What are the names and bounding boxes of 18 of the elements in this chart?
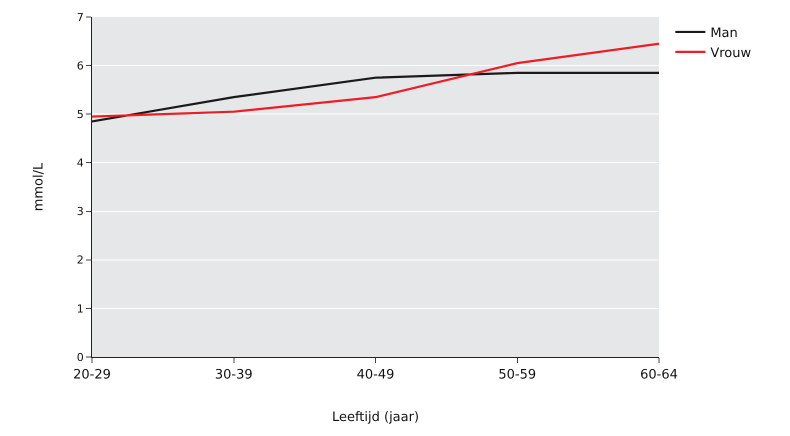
y-tick-label: 6 [76,59,84,72]
x-tick-label: 50-59 [498,368,536,383]
y-tick-label: 3 [76,205,84,218]
x-axis-title: Leeftijd (jaar) [332,410,420,426]
x-tick-label: 30-39 [214,368,253,383]
legend-label: Vrouw [710,46,752,61]
line-series [92,42,659,118]
y-tick-label: 5 [76,108,84,121]
x-tick-label: 20-29 [73,368,111,383]
y-axis-title: mmol/L [32,162,47,212]
x-tick-label: 40-49 [356,368,394,383]
y-tick-label: 7 [76,10,84,24]
legend-label: Man [710,26,738,42]
y-tick-label: 1 [76,302,84,316]
x-tick-label: 60-64 [640,368,678,383]
y-tick-label: 2 [76,254,84,267]
y-tick-label: 0 [76,350,84,364]
y-tick-label: 4 [76,156,84,170]
